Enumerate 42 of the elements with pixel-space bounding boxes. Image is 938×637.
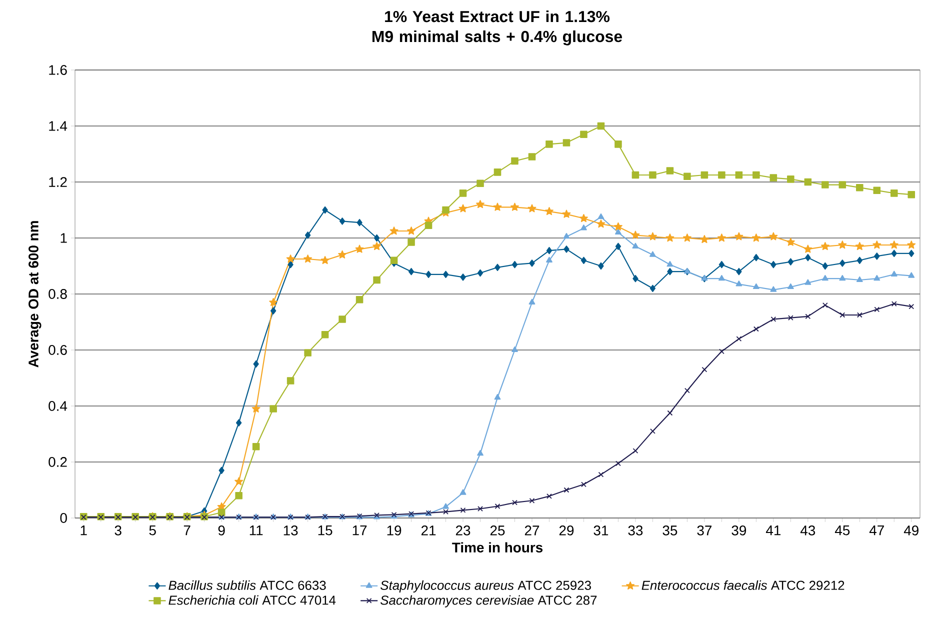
x-tick-label: 39	[732, 526, 746, 536]
x-tick-label: 41	[766, 526, 780, 536]
x-tick-label: 17	[352, 526, 367, 536]
x-tick-label: 13	[284, 526, 298, 536]
x-tick-label: 45	[834, 526, 850, 536]
chart-title: 1% Yeast Extract UF in 1.13% M9 minimal salts + 0.4% glucose	[372, 10, 622, 46]
x-tick-label: 33	[628, 526, 643, 536]
x-tick-label: 15	[318, 526, 332, 536]
y-tick-label: 1.4	[49, 121, 68, 131]
x-tick-label: 29	[559, 526, 574, 536]
x-tick-label: 3	[114, 526, 122, 536]
x-axis-title: Time in hours	[452, 542, 543, 552]
legend-label: Escherichia coli ATCC 47014	[168, 595, 336, 605]
y-tick-label: 1.6	[49, 65, 67, 75]
x-tick-label: 27	[524, 526, 540, 536]
x-tick-label: 9	[218, 526, 225, 536]
x-tick-label: 1	[80, 526, 87, 536]
y-tick-label: 0	[60, 513, 67, 523]
x-tick-label: 43	[800, 526, 816, 536]
legend-label: Staphylococcus aureus ATCC 25923	[380, 580, 591, 592]
x-tick-label: 49	[904, 526, 918, 536]
x-tick-label: 47	[869, 526, 884, 536]
x-tick-label: 25	[490, 526, 505, 536]
y-tick-label: 0.6	[48, 345, 67, 355]
y-tick-label: 0.2	[48, 457, 67, 467]
x-tick-label: 19	[387, 526, 402, 536]
y-tick-label: 0.4	[48, 401, 68, 411]
y-axis-title: Average OD at 600 nm	[28, 221, 42, 368]
legend-label: Enterococcus faecalis ATCC 29212	[642, 580, 844, 590]
x-tick-label: 5	[149, 526, 156, 536]
x-tick-label: 23	[456, 526, 470, 536]
x-tick-label: 21	[421, 526, 436, 536]
x-tick-label: 35	[662, 526, 678, 536]
x-tick-label: 11	[250, 526, 263, 536]
y-tick-label: 0.8	[48, 289, 67, 299]
x-tick-label: 7	[184, 526, 190, 536]
x-tick-label: 31	[594, 526, 608, 536]
x-tick-label: 37	[697, 526, 712, 536]
y-tick-label: 1	[60, 233, 67, 243]
y-tick-label: 1.2	[49, 177, 67, 187]
legend-label: Saccharomyces cerevisiae ATCC 287	[380, 595, 597, 608]
legend-label: Bacillus subtilis ATCC 6633	[168, 580, 326, 590]
